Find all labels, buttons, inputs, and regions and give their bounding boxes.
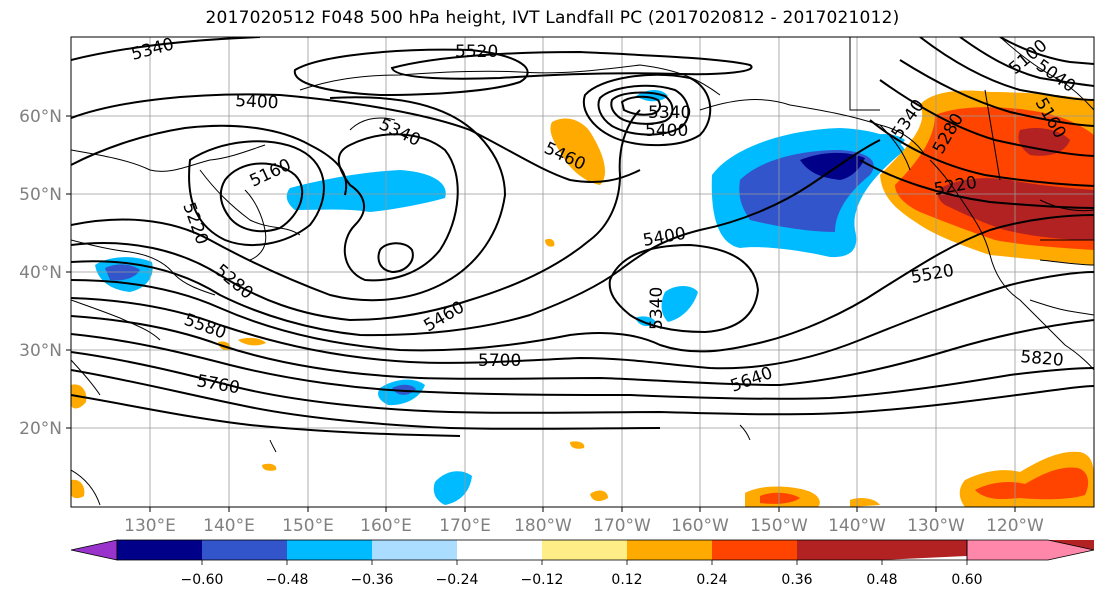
colorbar-tick-label: −0.24: [436, 572, 479, 588]
contour-label: 5340: [647, 287, 667, 330]
colorbar-tick-label: 0.24: [696, 572, 727, 588]
map-panel: 5340 5520 5400 5340 5160 5220 5460 5280 …: [71, 37, 1094, 507]
colorbar-tick-label: 0.36: [781, 572, 812, 588]
latitude-labels: 60°N 50°N 40°N 30°N 20°N: [19, 107, 62, 439]
lon-label: 150°E: [282, 516, 334, 536]
lon-label: 160°E: [360, 516, 412, 536]
lat-label: 50°N: [19, 185, 62, 205]
lon-label: 130°E: [124, 516, 176, 536]
coastlines: [71, 37, 1094, 506]
contour-label: 5400: [645, 121, 688, 141]
lon-label: 140°W: [828, 516, 886, 536]
colorbar-extend-low: [70, 539, 118, 561]
axis-ticks: [66, 115, 1016, 512]
colorbar-segment: [287, 540, 372, 560]
colorbar-tick-label: −0.12: [521, 572, 564, 588]
colorbar-segment: [542, 540, 627, 560]
contour-label: 5700: [478, 351, 521, 371]
contour-label: 5400: [235, 91, 279, 113]
lon-label: 140°E: [203, 516, 255, 536]
colorbar-segment: [712, 540, 797, 560]
colorbar-segment: [797, 540, 882, 560]
lon-label: 130°W: [907, 516, 965, 536]
colorbar-tick-label: −0.60: [181, 572, 224, 588]
colorbar-tick-label: −0.36: [351, 572, 394, 588]
colorbar: −0.60 −0.48 −0.36 −0.24 −0.12 0.12 0.24 …: [70, 539, 1095, 588]
figure-title: 2017020512 F048 500 hPa height, IVT Land…: [205, 8, 900, 28]
lat-label: 60°N: [19, 107, 62, 127]
lon-label: 120°W: [986, 516, 1044, 536]
colorbar-segment: [457, 540, 542, 560]
lat-label: 40°N: [19, 263, 62, 283]
colorbar-tick-label: −0.48: [266, 572, 309, 588]
colorbar-segment: [202, 540, 287, 560]
lon-label: 180°W: [514, 516, 572, 536]
colorbar-tick-label: 0.48: [866, 572, 897, 588]
lon-label: 170°W: [593, 516, 651, 536]
colorbar-tick-label: 0.12: [611, 572, 642, 588]
colorbar-tick-label: 0.60: [951, 572, 982, 588]
lat-label: 30°N: [19, 341, 62, 361]
colorbar-segment: [372, 540, 457, 560]
lon-label: 150°W: [750, 516, 808, 536]
colorbar-segment: [627, 540, 712, 560]
lon-label: 170°E: [439, 516, 491, 536]
contour-label: 5340: [648, 103, 691, 123]
contour-label: 5820: [1020, 347, 1065, 371]
lat-label: 20°N: [19, 419, 62, 439]
longitude-labels: 130°E 140°E 150°E 160°E 170°E 180°W 170°…: [124, 516, 1044, 536]
lon-label: 160°W: [671, 516, 729, 536]
height-contours: [71, 37, 1094, 437]
contour-label: 5520: [455, 42, 498, 62]
colorbar-segment: [117, 540, 202, 560]
